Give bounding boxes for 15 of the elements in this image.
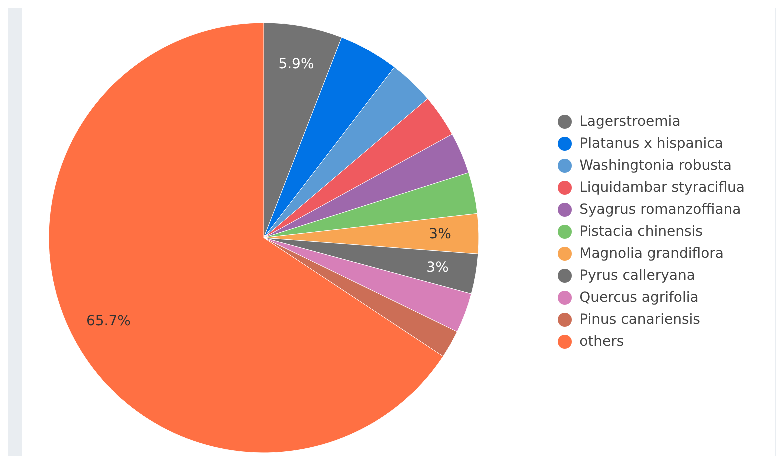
legend-label: Pyrus calleryana [580, 268, 696, 284]
data-label: 3% [426, 260, 449, 276]
data-label: 5.9% [278, 56, 314, 73]
legend-label: Platanus x hispanica [580, 136, 724, 152]
legend-label: Lagerstroemia [580, 114, 681, 130]
legend-label: Magnolia grandiflora [580, 246, 724, 262]
data-label: 3% [429, 226, 452, 243]
legend-label: Pinus canariensis [580, 312, 700, 328]
legend-label: Pistacia chinensis [580, 224, 703, 240]
legend-label: others [580, 334, 624, 350]
data-label: 65.7% [86, 313, 131, 330]
legend-label: Washingtonia robusta [580, 158, 732, 174]
legend-label: Quercus agrifolia [580, 290, 699, 306]
legend-label: Syagrus romanzoffiana [580, 202, 742, 218]
legend-label: Liquidambar styraciflua [580, 180, 745, 196]
